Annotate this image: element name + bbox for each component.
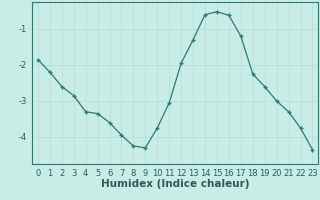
X-axis label: Humidex (Indice chaleur): Humidex (Indice chaleur) [101, 179, 250, 189]
